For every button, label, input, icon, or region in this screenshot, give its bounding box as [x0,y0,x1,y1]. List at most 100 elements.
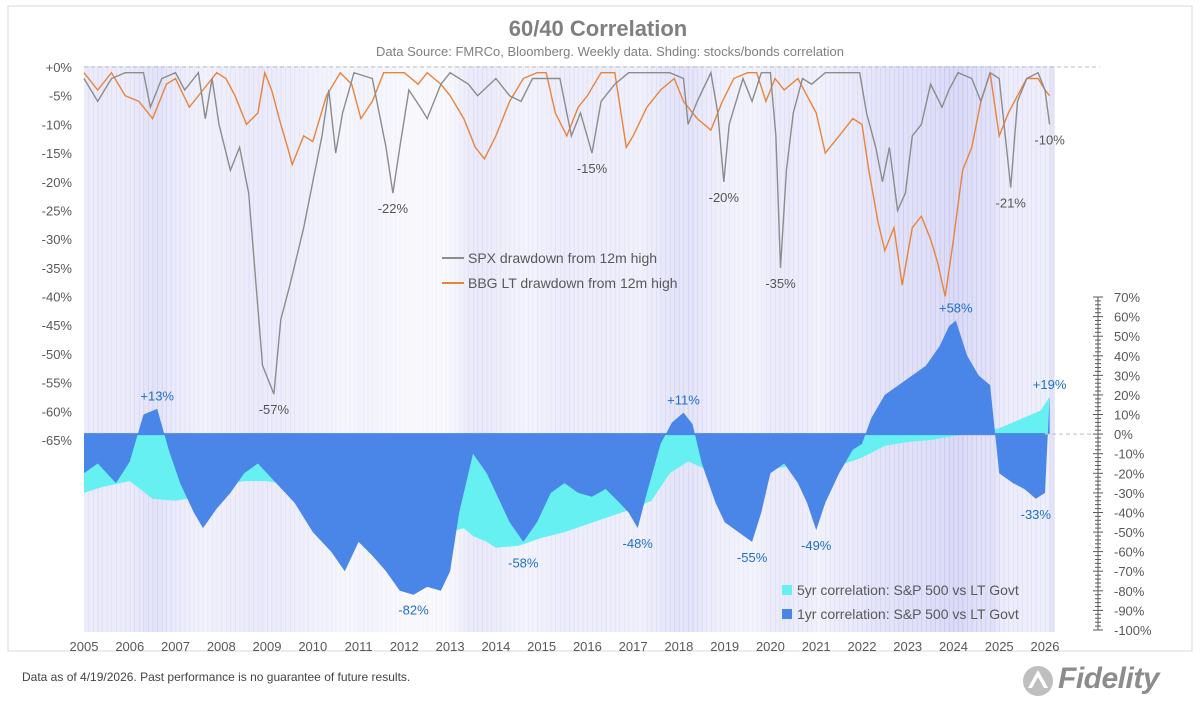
shading-band [473,66,479,632]
shading-band [715,66,721,632]
shading-band [797,66,804,632]
shading-band [637,66,643,632]
shading-band [532,66,538,632]
annotation-label: -48% [623,536,654,551]
shading-band [788,66,794,632]
shading-band [212,66,218,632]
shading-band [1017,66,1023,632]
shading-band [624,66,630,632]
shading-band [509,66,515,632]
shading-band [450,66,456,632]
area-corr-1yr [84,320,1050,595]
shading-band [491,66,497,632]
shading-band [367,66,373,632]
shading-band [962,66,968,632]
shading-band [148,66,154,632]
x-tick-label: 2015 [527,639,556,654]
shading-band [866,66,872,632]
shading-band [505,66,511,632]
shading-band [84,66,90,632]
shading-band [619,66,625,632]
annotation-label: -57% [259,402,290,417]
right-tick-label: -30% [1114,486,1145,501]
shading-band [825,66,831,632]
shading-band [308,66,314,632]
shading-band [807,66,813,632]
shading-band [903,66,909,632]
shading-band [628,66,634,632]
footer-note: Data as of 4/19/2026. Past performance i… [22,670,411,684]
shading-band [326,66,332,632]
x-tick-label: 2018 [664,639,693,654]
shading-band [125,66,131,632]
legend-label-corr1: 1yr correlation: S&P 500 vs LT Govt [797,606,1019,622]
shading-band [134,66,140,632]
shading-band [820,66,826,632]
shading-band [985,66,991,632]
shading-band [340,66,346,632]
shading-band [802,66,808,632]
right-tick-label: -90% [1114,603,1145,618]
x-tick-label: 2025 [985,639,1014,654]
shading-band [463,66,469,632]
shading-band [756,66,762,632]
shading-band [482,66,488,632]
drawdown-lines [83,70,1051,395]
shading-band [418,66,424,632]
shading-band [184,66,190,632]
shading-band [116,66,122,632]
shading-band [386,66,392,632]
shading-band [665,66,671,632]
shading-band [784,66,790,632]
annotation-label: -22% [378,201,409,216]
shading-band [747,66,753,632]
left-tick-label: -35% [42,261,73,276]
shading-band [500,66,506,632]
x-tick-label: 2011 [345,639,373,654]
x-tick-label: 2007 [161,639,190,654]
annotation-label: -49% [801,538,832,553]
shading-band [376,66,383,632]
shading-band [413,66,419,632]
shading-band [651,66,657,632]
shading-band [1003,66,1009,632]
shading-band [180,66,186,632]
shading-band [738,66,744,632]
shading-band [312,66,318,632]
shading-band [157,66,163,632]
shading-band [573,66,579,632]
shading-band [111,66,117,632]
annotation-label: -82% [398,603,429,618]
legend-correlation: 5yr correlation: S&P 500 vs LT Govt 1yr … [782,582,1019,622]
shading-band [216,66,222,632]
shading-band [541,66,547,632]
shading-band [248,66,254,632]
shading-band [239,66,245,632]
left-tick-label: -15% [42,146,73,161]
left-tick-label: -55% [42,376,73,391]
shading-band [601,66,607,632]
shading-band [916,66,923,632]
shading-band [894,66,900,632]
shading-band [271,66,277,632]
shading-band [990,66,996,632]
left-tick-label: -50% [42,347,73,362]
shading-band [404,66,410,632]
x-tick-label: 2005 [70,639,99,654]
shading-band [527,66,534,632]
shading-band [775,66,781,632]
shading-band [97,66,103,632]
shading-band [660,66,666,632]
x-tick-label: 2024 [939,639,968,654]
shading-band [518,66,524,632]
shading-band [555,66,561,632]
shading-band [331,66,337,632]
shading-band [592,66,598,632]
shading-band [221,66,227,632]
shading-band [354,66,360,632]
left-tick-label: -25% [42,204,73,219]
shading-band [884,66,890,632]
shading-band [633,66,639,632]
legend-label-spx: SPX drawdown from 12m high [468,250,657,266]
legend-label-bbg: BBG LT drawdown from 12m high [468,275,678,291]
